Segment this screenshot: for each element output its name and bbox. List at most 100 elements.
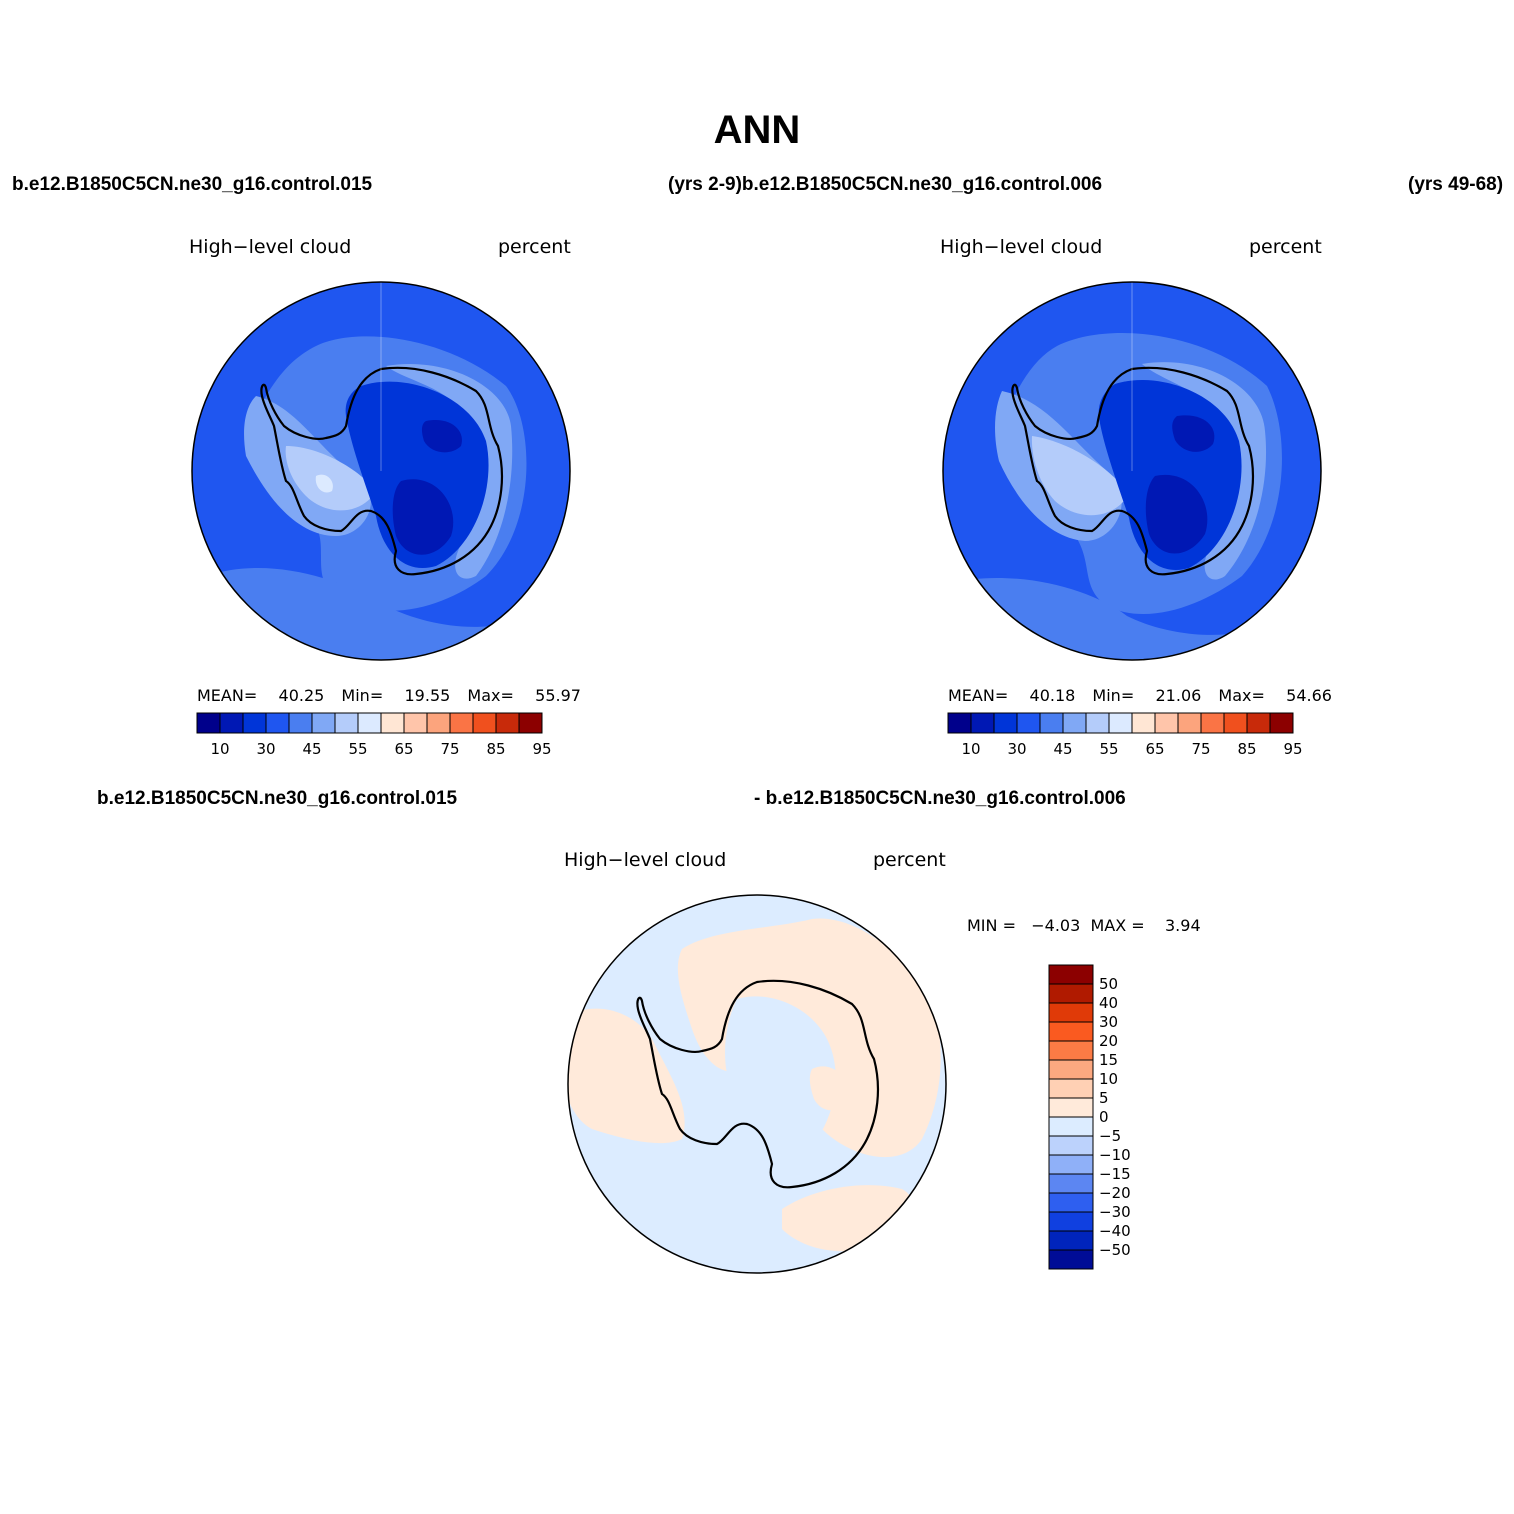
panel1-units-label: percent <box>498 236 571 258</box>
panel2-polar-map <box>942 281 1322 661</box>
panel1-interior-dark <box>392 479 454 555</box>
colorbar-tick-label: 95 <box>1283 740 1302 758</box>
panel2-interior-dark <box>1145 474 1208 554</box>
colorbar-swatch <box>495 712 520 734</box>
colorbar-swatch <box>1131 712 1156 734</box>
diff-colorbar-tick-label: −40 <box>1099 1222 1131 1240</box>
colorbar-swatch <box>1016 712 1041 734</box>
panel2-colorbar: 10 30 45 55 65 75 85 95 <box>947 712 1303 758</box>
diff-variable-label: High−level cloud <box>564 849 727 871</box>
diff-colorbar-swatch <box>1048 983 1094 1004</box>
panel1-mean-label: MEAN= <box>197 686 258 705</box>
panel1-eastcoast-band <box>386 364 513 579</box>
diff-colorbar-swatch <box>1048 1021 1094 1042</box>
diff-colorbar-tick-label: 5 <box>1099 1089 1109 1107</box>
diff-colorbar-swatch <box>1048 1078 1094 1099</box>
panel2-map-border <box>942 281 1322 661</box>
diff-colorbar-tick-label: 15 <box>1099 1051 1118 1069</box>
colorbar-tick-label: 75 <box>440 740 459 758</box>
panel2-mean-label: MEAN= <box>948 686 1009 705</box>
case-label-middle: (yrs 2-9)b.e12.B1850C5CN.ne30_g16.contro… <box>668 174 1103 195</box>
diff-map-border <box>567 894 947 1274</box>
panel1-interior-dark-2 <box>421 420 462 453</box>
diff-colorbar-tick-label: −30 <box>1099 1203 1131 1221</box>
colorbar-swatch <box>288 712 313 734</box>
diff-colorbar-tick-label: 40 <box>1099 994 1118 1012</box>
panel1-min-value: 19.55 <box>404 686 451 705</box>
diff-colorbar-swatch <box>1048 1173 1094 1194</box>
panel1-coast-white <box>315 474 333 493</box>
diff-colorbar-swatch <box>1048 1059 1094 1080</box>
diff-colorbar-swatch <box>1048 964 1094 985</box>
panel1-stats: MEAN= 40.25 Min= 19.55 Max= 55.97 <box>197 686 581 705</box>
diff-colorbar-swatch <box>1048 1249 1094 1270</box>
panel1-mean-value: 40.25 <box>278 686 325 705</box>
panel1-colorbar: 10 30 45 55 65 75 85 95 <box>196 712 552 758</box>
colorbar-swatch <box>311 712 336 734</box>
colorbar-tick-label: 30 <box>256 740 275 758</box>
colorbar-swatch <box>1200 712 1225 734</box>
panel1-coast-highlight <box>285 446 376 511</box>
panel1-map-border <box>191 281 571 661</box>
colorbar-swatch <box>426 712 451 734</box>
panel1-max-value: 55.97 <box>535 686 581 705</box>
colorbar-swatch <box>1085 712 1110 734</box>
diff-colorbar-swatch <box>1048 1135 1094 1156</box>
diff-colorbar-tick-label: 50 <box>1099 975 1118 993</box>
colorbar-swatch <box>380 712 405 734</box>
colorbar-tick-label: 45 <box>302 740 321 758</box>
panel2-stats: MEAN= 40.18 Min= 21.06 Max= 54.66 <box>948 686 1332 705</box>
diff-colorbar-swatch <box>1048 1116 1094 1137</box>
diff-colorbar-tick-label: 10 <box>1099 1070 1118 1088</box>
page-title: ANN <box>713 108 801 152</box>
diff-positive-patch <box>809 1066 848 1111</box>
diff-colorbar-tick-label: −50 <box>1099 1241 1131 1259</box>
panel2-min-label: Min= <box>1092 686 1135 705</box>
diff-colorbar-swatch <box>1048 1230 1094 1251</box>
colorbar-tick-label: 75 <box>1191 740 1210 758</box>
panel2-max-label: Max= <box>1218 686 1265 705</box>
panel2-eastcoast-band <box>1142 362 1267 580</box>
colorbar-swatch <box>1246 712 1271 734</box>
colorbar-swatch <box>449 712 474 734</box>
colorbar-swatch <box>403 712 428 734</box>
colorbar-swatch <box>1269 712 1294 734</box>
colorbar-swatch <box>472 712 497 734</box>
colorbar-swatch <box>993 712 1018 734</box>
diff-negative-interior <box>725 996 836 1157</box>
diff-polar-map <box>567 894 947 1274</box>
panel2-max-value: 54.66 <box>1286 686 1332 705</box>
diff-antarctic-coastline <box>636 979 880 1189</box>
diff-colorbar-swatch <box>1048 1097 1094 1118</box>
colorbar-swatch <box>242 712 267 734</box>
colorbar-swatch <box>947 712 972 734</box>
colorbar-swatch <box>970 712 995 734</box>
diff-case-label-right: - b.e12.B1850C5CN.ne30_g16.control.006 <box>754 788 1126 809</box>
panel1-max-label: Max= <box>467 686 514 705</box>
diff-colorbar-tick-label: −5 <box>1099 1127 1121 1145</box>
diff-colorbar-tick-label: 0 <box>1099 1108 1109 1126</box>
panel1-min-label: Min= <box>341 686 384 705</box>
diff-colorbar-tick-label: −15 <box>1099 1165 1131 1183</box>
colorbar-tick-label: 65 <box>1145 740 1164 758</box>
colorbar-swatch <box>1223 712 1248 734</box>
colorbar-tick-label: 65 <box>394 740 413 758</box>
diff-colorbar-tick-label: −20 <box>1099 1184 1131 1202</box>
panel2-antarctic-coastline <box>1011 366 1255 576</box>
colorbar-swatch <box>219 712 244 734</box>
diff-colorbar-swatch <box>1048 1002 1094 1023</box>
years-label-right: (yrs 49-68) <box>1408 174 1504 195</box>
colorbar-swatch <box>1177 712 1202 734</box>
colorbar-swatch <box>196 712 221 734</box>
diff-units-label: percent <box>873 849 946 871</box>
diff-colorbar-swatch <box>1048 1040 1094 1061</box>
colorbar-swatch <box>1039 712 1064 734</box>
panel2-variable-label: High−level cloud <box>940 236 1103 258</box>
colorbar-tick-label: 85 <box>486 740 505 758</box>
colorbar-swatch <box>265 712 290 734</box>
diff-case-label-left: b.e12.B1850C5CN.ne30_g16.control.015 <box>97 788 458 809</box>
colorbar-tick-label: 30 <box>1007 740 1026 758</box>
panel1-polar-map <box>191 281 571 661</box>
colorbar-swatch <box>334 712 359 734</box>
